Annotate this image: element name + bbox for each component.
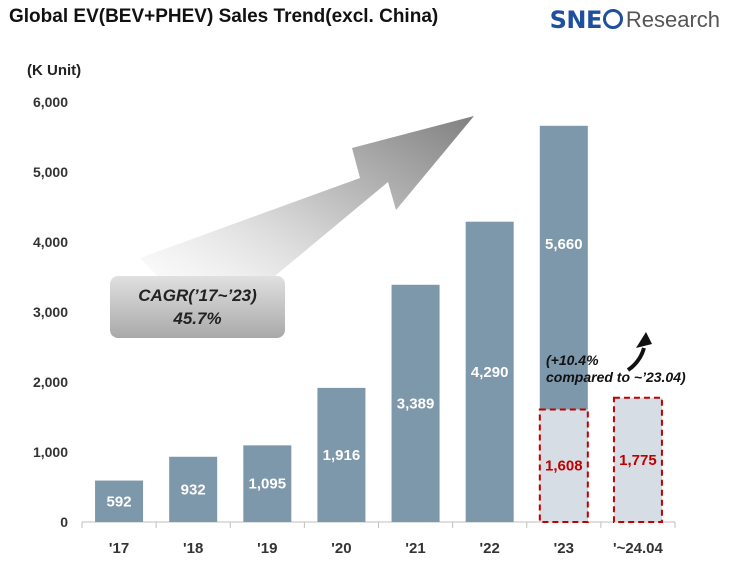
logo-research-text: Research bbox=[625, 7, 720, 32]
x-tick-label: '19 bbox=[257, 540, 277, 557]
sne-research-logo: SN E Research bbox=[549, 6, 720, 34]
growth-annotation-line2: compared to ~’23.04) bbox=[546, 369, 686, 385]
cagr-box: CAGR(’17~’23) 45.7% bbox=[110, 276, 285, 338]
x-tick-label: '18 bbox=[183, 540, 203, 557]
y-tick-label: 1,000 bbox=[33, 444, 68, 460]
y-tick-label: 3,000 bbox=[33, 304, 68, 320]
bar bbox=[317, 387, 366, 522]
data-label: 932 bbox=[181, 481, 206, 498]
data-label: 1,916 bbox=[323, 447, 361, 464]
data-label: 592 bbox=[107, 493, 132, 510]
y-tick-label: 6,000 bbox=[33, 94, 68, 110]
y-tick-label: 4,000 bbox=[33, 234, 68, 250]
bar bbox=[391, 284, 440, 522]
ytd-bar bbox=[612, 396, 663, 523]
cagr-label: CAGR(’17~’23) bbox=[138, 286, 257, 305]
data-label: 4,290 bbox=[471, 364, 509, 381]
bar bbox=[465, 221, 514, 522]
y-tick-label: 2,000 bbox=[33, 374, 68, 390]
chart-title: Global EV(BEV+PHEV) Sales Trend(excl. Ch… bbox=[9, 6, 439, 27]
logo-ring-icon bbox=[602, 9, 623, 29]
ytd-data-label: 1,775 bbox=[619, 452, 657, 469]
x-tick-label: '22 bbox=[480, 540, 500, 557]
data-label: 5,660 bbox=[545, 236, 583, 253]
ytd-bar bbox=[538, 408, 589, 523]
x-tick-label: '20 bbox=[331, 540, 351, 557]
ytd-data-label: 1,608 bbox=[545, 458, 583, 475]
up-arrow-head bbox=[636, 332, 652, 348]
growth-annotation: (+10.4% compared to ~’23.04) bbox=[546, 352, 686, 386]
bar bbox=[95, 480, 144, 522]
logo-sne-text: SN bbox=[549, 6, 587, 34]
x-tick-label: '~24.04 bbox=[613, 540, 664, 557]
up-arrow-icon bbox=[626, 347, 646, 372]
data-label: 1,095 bbox=[249, 476, 287, 493]
y-tick-label: 0 bbox=[60, 514, 68, 530]
y-tick-label: 5,000 bbox=[33, 164, 68, 180]
x-tick-label: '17 bbox=[109, 540, 129, 557]
data-label: 3,389 bbox=[397, 395, 435, 412]
bar bbox=[243, 445, 292, 522]
x-tick-label: '23 bbox=[554, 540, 574, 557]
bar bbox=[169, 456, 218, 522]
growth-annotation-line1: (+10.4% bbox=[546, 352, 599, 368]
cagr-value: 45.7% bbox=[173, 309, 222, 328]
x-tick-label: '21 bbox=[405, 540, 425, 557]
y-axis-unit: (K Unit) bbox=[27, 62, 82, 79]
